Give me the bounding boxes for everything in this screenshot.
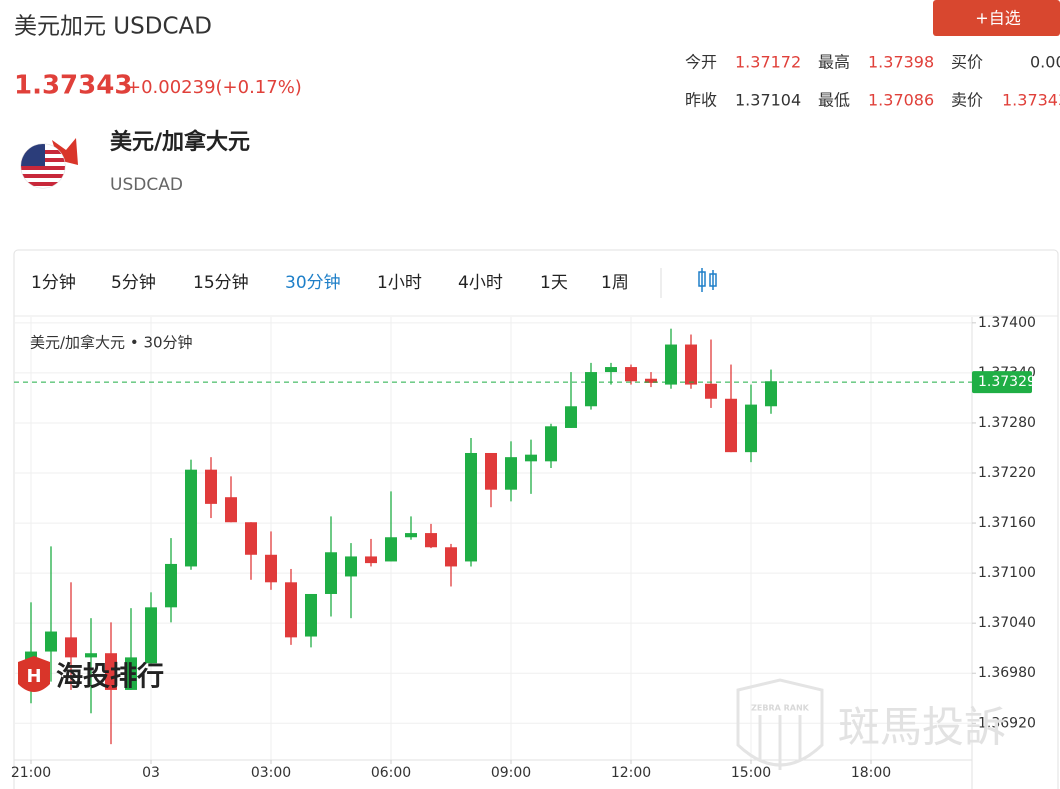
stat-label: 今开 (685, 53, 717, 72)
candle-body (425, 533, 437, 548)
candle-body (705, 383, 717, 399)
candle-body (645, 378, 657, 383)
y-tick-label: 1.36980 (978, 665, 1036, 681)
add-watch-button[interactable] (933, 0, 1060, 36)
candle-body (325, 552, 337, 594)
current-price-label: 1.37329 (978, 374, 1036, 390)
candle-body (605, 367, 617, 373)
current-price-badge (972, 371, 1032, 394)
interval-tab[interactable]: 4小时 (458, 273, 503, 293)
stat-label: 最低 (818, 91, 850, 110)
candle-body (745, 404, 757, 453)
stat-value: 1.37104 (735, 91, 801, 110)
candle-body (85, 653, 97, 658)
candle-body (145, 607, 157, 664)
interval-tab[interactable]: 15分钟 (193, 273, 249, 293)
candle-body (465, 452, 477, 562)
interval-tab[interactable]: 5分钟 (111, 273, 156, 293)
stat-value: 1.37172 (735, 53, 801, 72)
instrument-code: USDCAD (110, 175, 183, 195)
stat-value: 1.37343 (1002, 91, 1060, 110)
candle-body (445, 547, 457, 567)
chart-legend: 美元/加拿大元 • 30分钟 (30, 334, 193, 352)
interval-tab[interactable]: 1分钟 (31, 273, 76, 293)
interval-tab[interactable]: 1天 (540, 273, 568, 293)
candle-body (265, 554, 277, 583)
x-tick-label: 06:00 (371, 765, 411, 781)
candle-body (525, 454, 537, 462)
stat-label: 昨收 (685, 91, 717, 110)
candle-body (405, 533, 417, 538)
candle-body (105, 653, 117, 690)
y-tick-label: 1.37280 (978, 415, 1036, 431)
candle-body (585, 372, 597, 407)
interval-tab[interactable]: 1小时 (377, 273, 422, 293)
x-tick-label: 03:00 (251, 765, 291, 781)
add-watch-label[interactable]: +自选 (975, 9, 1020, 28)
candle-body (545, 426, 557, 462)
candle-body (385, 537, 397, 562)
candle-body (565, 406, 577, 428)
candle-body (665, 344, 677, 385)
stat-label: 卖价 (951, 91, 983, 110)
candle-body (365, 556, 377, 564)
candle-body (285, 582, 297, 638)
page-title: 美元加元 USDCAD (14, 14, 212, 40)
x-tick-label: 09:00 (491, 765, 531, 781)
candle-body (185, 469, 197, 567)
chart-style-icon[interactable] (698, 268, 717, 292)
y-tick-label: 1.36920 (978, 715, 1036, 731)
watermark-text: 斑馬投訴 (838, 703, 1006, 752)
candle-body (225, 497, 237, 523)
candle-body (245, 522, 257, 555)
stat-label: 买价 (951, 53, 983, 72)
stat-label: 最高 (818, 53, 850, 72)
x-tick-label: 21:00 (11, 765, 51, 781)
candle-body (205, 469, 217, 504)
last-price: 1.37343 (14, 71, 132, 101)
candle-body (305, 593, 317, 637)
watermark-small-text: ZEBRA RANK (751, 704, 810, 713)
chart-panel (13, 249, 1059, 789)
candle-body (505, 457, 517, 490)
x-tick-label: 12:00 (611, 765, 651, 781)
x-tick-label: 03 (142, 765, 160, 781)
candle-body (725, 398, 737, 453)
stat-value: 1.37398 (868, 53, 934, 72)
y-tick-label: 1.37100 (978, 565, 1036, 581)
y-tick-label: 1.37400 (978, 315, 1036, 331)
candle-body (65, 637, 77, 658)
candle-body (765, 381, 777, 407)
candle-body (625, 367, 637, 382)
candle-body (345, 556, 357, 577)
plot: 1.374001.373401.372801.372201.371601.371… (11, 315, 1036, 789)
candle-body (125, 657, 137, 690)
watermark-logo: H (18, 656, 50, 692)
watermark-text: 海投排行 (56, 661, 164, 693)
y-tick-label: 1.37040 (978, 615, 1036, 631)
candle-body (45, 631, 57, 652)
watermark-shield (736, 678, 824, 770)
x-tick-label: 18:00 (851, 765, 891, 781)
price-change: +0.00239(+0.17%) (126, 77, 302, 98)
y-tick-label: 1.37160 (978, 515, 1036, 531)
interval-tab[interactable]: 30分钟 (285, 273, 341, 293)
x-tick-label: 15:00 (731, 765, 771, 781)
instrument-name: 美元/加拿大元 (110, 129, 250, 155)
stat-value: 1.37086 (868, 91, 934, 110)
stat-value: 0.00 (1030, 53, 1060, 72)
flag-icon (20, 138, 78, 189)
candle-body (485, 452, 497, 490)
candle-body (685, 344, 697, 385)
candle-body (165, 563, 177, 608)
svg-text:H: H (26, 666, 41, 687)
interval-tab[interactable]: 1周 (601, 273, 629, 293)
y-tick-label: 1.37220 (978, 465, 1036, 481)
